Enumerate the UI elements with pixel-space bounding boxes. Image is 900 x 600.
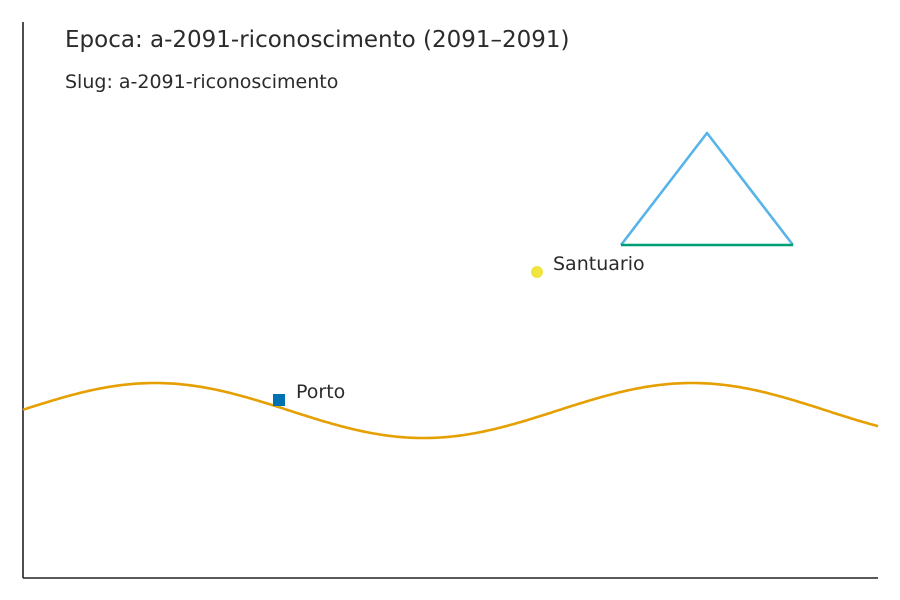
map-subtitle: Slug: a-2091-riconoscimento	[65, 71, 339, 93]
porto-label: Porto	[296, 381, 346, 403]
river-line	[22, 381, 879, 440]
santuario-label: Santuario	[553, 253, 645, 275]
santuario-marker	[531, 266, 543, 278]
map-title: Epoca: a-2091-riconoscimento (2091–2091)	[65, 27, 570, 53]
porto-marker	[273, 394, 285, 406]
mountain-outline	[619, 131, 795, 246]
